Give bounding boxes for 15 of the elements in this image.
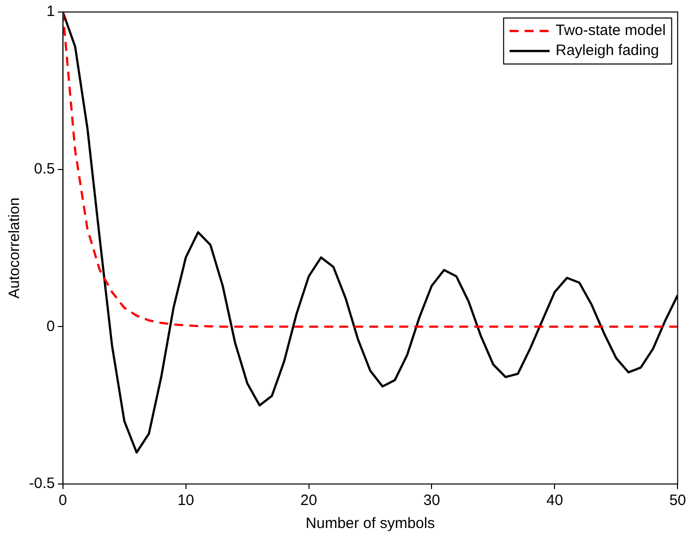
x-tick-label: 10 — [177, 492, 194, 510]
y-tick-label: 0.5 — [34, 160, 55, 178]
x-tick-label: 30 — [423, 492, 440, 510]
y-tick-label: 1 — [46, 3, 55, 20]
x-tick-label: 20 — [300, 492, 318, 510]
y-tick-label: -0.5 — [28, 475, 55, 492]
legend-label: Rayleigh fading — [556, 42, 660, 60]
y-tick-label: 0 — [46, 318, 55, 335]
x-axis-title: Number of symbols — [306, 515, 435, 532]
y-axis-title: Autocorrelation — [6, 198, 24, 298]
x-tick-label: 50 — [669, 492, 686, 510]
line-series — [62, 12, 678, 328]
legend-label: Two-state model — [556, 22, 666, 40]
x-tick-label: 40 — [546, 492, 564, 510]
x-tick-label: 0 — [58, 492, 68, 510]
